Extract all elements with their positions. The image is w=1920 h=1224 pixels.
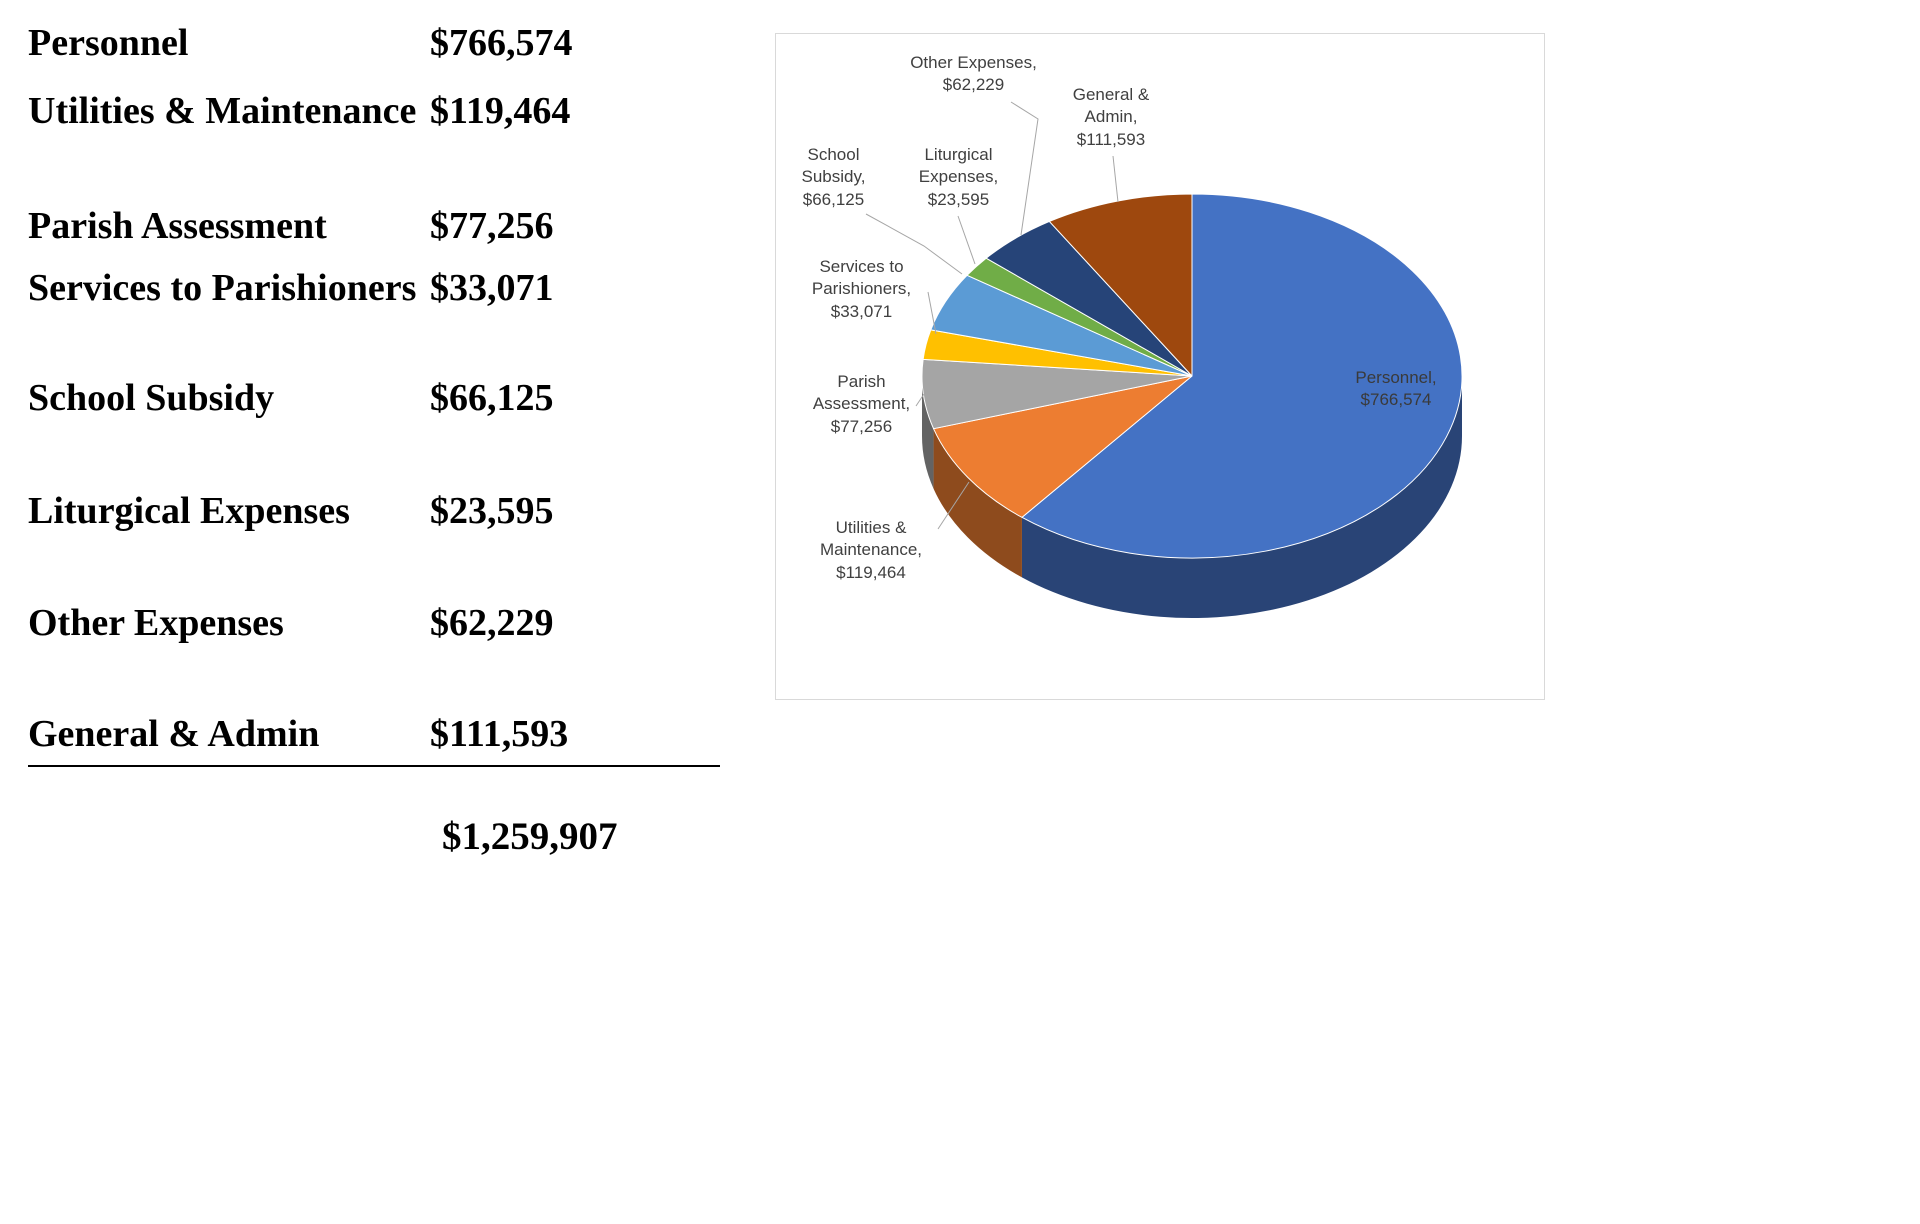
expense-value: $62,229 (430, 602, 554, 645)
total-divider-line (28, 764, 720, 767)
expense-label: Liturgical Expenses (28, 489, 350, 532)
expense-value: $66,125 (430, 377, 554, 420)
expense-label: Utilities & Maintenance (28, 90, 417, 133)
expense-row: Parish Assessment $77,256 (28, 203, 738, 249)
expense-label: Parish Assessment (28, 204, 327, 247)
expense-label: Personnel (28, 22, 189, 64)
pie-chart-canvas (865, 101, 1463, 619)
expense-row: Liturgical Expenses $23,595 (28, 488, 738, 534)
expense-label: Other Expenses (28, 602, 284, 645)
expense-label: School Subsidy (28, 377, 275, 420)
expense-value: $111,593 (430, 712, 569, 755)
expense-value: $23,595 (430, 489, 554, 532)
expense-label: Services to Parishioners (28, 267, 417, 310)
expense-value: $33,071 (430, 267, 554, 310)
expense-value: $766,574 (430, 22, 573, 64)
expense-row: General & Admin $111,593 (28, 711, 738, 757)
expense-row: School Subsidy $66,125 (28, 375, 738, 421)
expense-row: Other Expenses $62,229 (28, 600, 738, 646)
expense-value: $77,256 (430, 204, 554, 247)
expense-value: $119,464 (430, 90, 571, 133)
total-value: $1,259,907 (442, 814, 618, 858)
expense-row: Personnel $766,574 (28, 20, 738, 66)
expense-row: Services to Parishioners $33,071 (28, 265, 738, 311)
total-row: $1,259,907 (28, 813, 738, 861)
expense-pie-chart: Personnel, $766,574 Utilities & Maintenan… (775, 33, 1545, 700)
expense-row: Utilities & Maintenance $119,464 (28, 88, 738, 134)
expense-label: General & Admin (28, 712, 320, 755)
expense-table: Personnel $766,574 Utilities & Maintenan… (28, 20, 738, 860)
